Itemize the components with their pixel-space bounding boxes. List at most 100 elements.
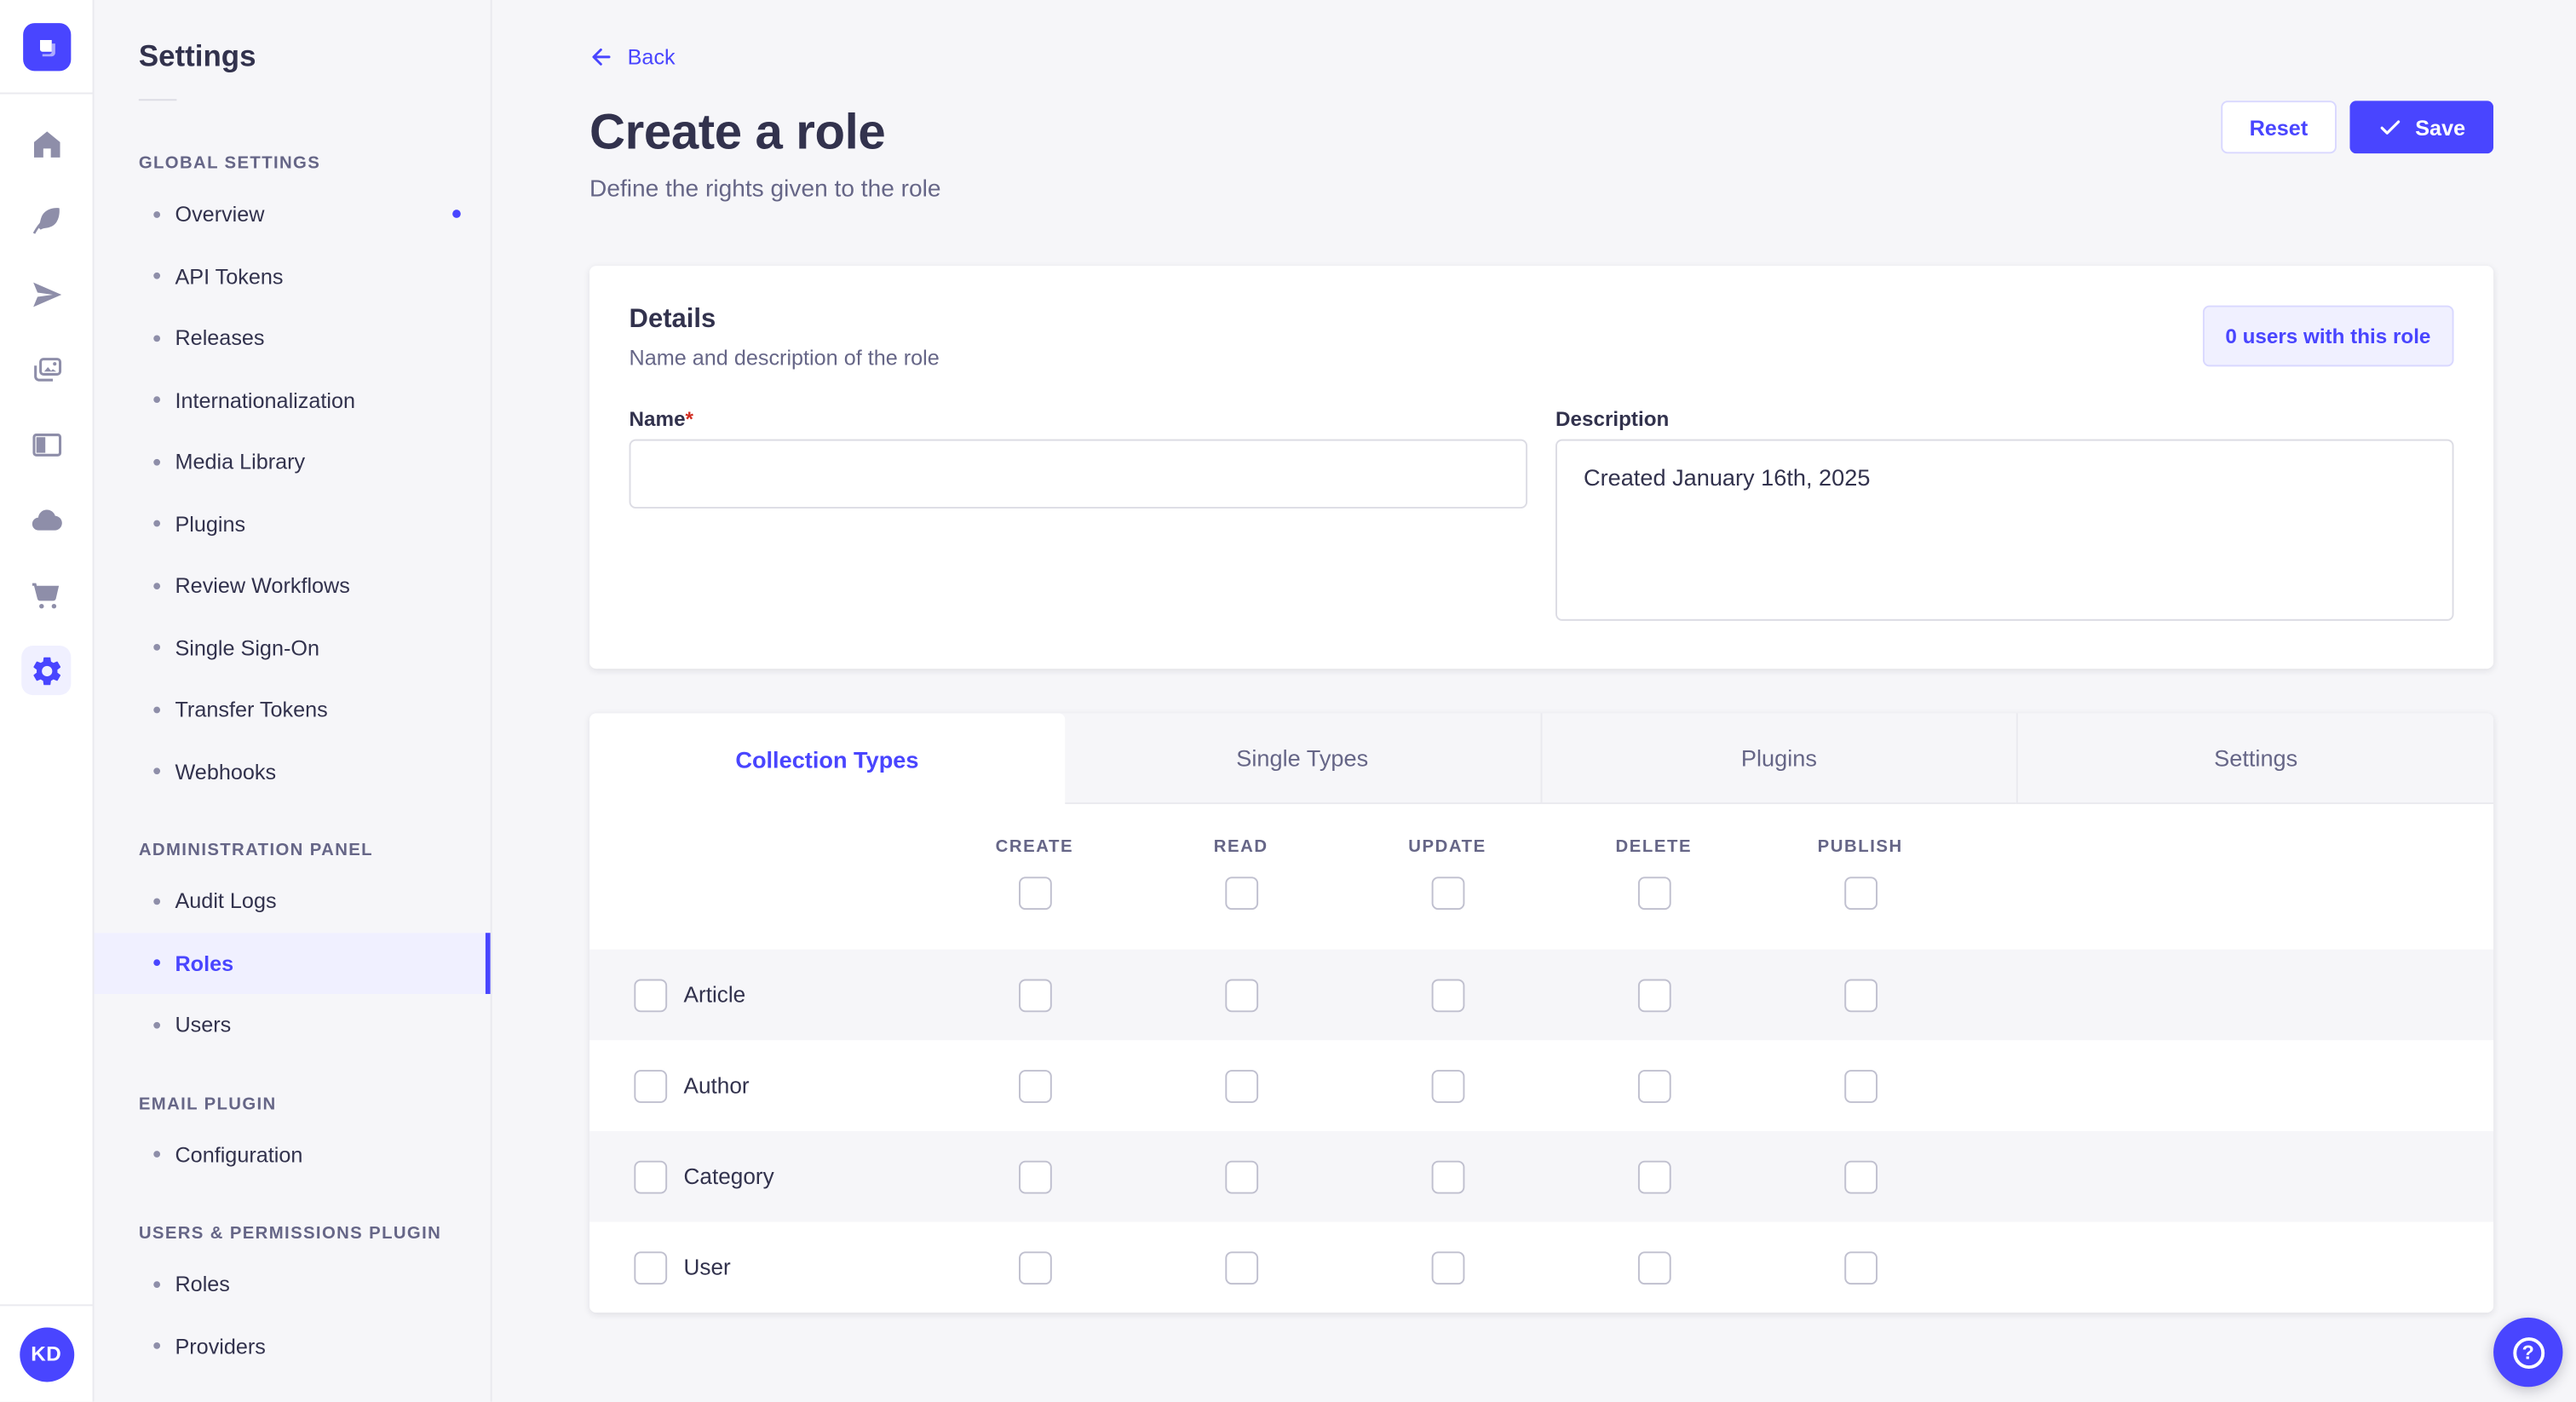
select-all-update-checkbox[interactable] <box>1430 876 1464 911</box>
sidebar-section-label: USERS & PERMISSIONS PLUGIN <box>138 1223 442 1244</box>
row-checkbox-category[interactable] <box>634 1159 668 1193</box>
sidebar-section-label: GLOBAL SETTINGS <box>138 153 321 174</box>
permissions-card: Collection Types Single Types Plugins Setti… <box>589 713 2494 1313</box>
permission-cell <box>931 1069 1137 1102</box>
user-avatar[interactable]: KD <box>19 1326 74 1382</box>
bullet-icon <box>153 767 161 775</box>
reset-button[interactable]: Reset <box>2221 101 2337 154</box>
author-create-checkbox[interactable] <box>1018 1069 1051 1102</box>
row-checkbox-author[interactable] <box>634 1069 668 1102</box>
permissions-table: CREATE READ UPDATE DELETE PUBLISH Article Aut… <box>589 804 2494 1313</box>
tab-collection-types[interactable]: Collection Types <box>589 713 1065 805</box>
author-update-checkbox[interactable] <box>1430 1069 1464 1102</box>
users-with-role-button[interactable]: 0 users with this role <box>2202 305 2454 367</box>
tab-plugins[interactable]: Plugins <box>1539 713 2017 805</box>
sidebar-item-audit-logs[interactable]: Audit Logs <box>94 871 490 933</box>
user-delete-checkbox[interactable] <box>1636 1250 1670 1284</box>
category-delete-checkbox[interactable] <box>1636 1159 1670 1193</box>
home-icon[interactable] <box>9 107 83 182</box>
user-create-checkbox[interactable] <box>1018 1250 1051 1284</box>
category-read-checkbox[interactable] <box>1224 1159 1258 1193</box>
sidebar-item-label: Single Sign-On <box>175 635 320 660</box>
sidebar-item-review-workflows[interactable]: Review Workflows <box>94 554 490 617</box>
sidebar-divider <box>138 99 177 101</box>
sidebar-item-api-tokens[interactable]: API Tokens <box>94 245 490 307</box>
author-read-checkbox[interactable] <box>1224 1069 1258 1102</box>
user-update-checkbox[interactable] <box>1430 1250 1464 1284</box>
sidebar-item-transfer-tokens[interactable]: Transfer Tokens <box>94 679 490 741</box>
select-all-delete-checkbox[interactable] <box>1636 876 1670 911</box>
sidebar-item-label: Webhooks <box>175 759 277 784</box>
gear-icon[interactable] <box>9 633 83 708</box>
sidebar-section-label: ADMINISTRATION PANEL <box>138 840 374 860</box>
select-all-create-checkbox[interactable] <box>1018 876 1051 911</box>
sidebar-item-roles[interactable]: Roles <box>94 932 491 994</box>
permission-cell <box>1757 1069 1964 1102</box>
sidebar-item-label: Internationalization <box>175 388 356 413</box>
article-delete-checkbox[interactable] <box>1636 978 1670 1012</box>
name-label: Name* <box>629 407 694 431</box>
settings-sidebar: Settings GLOBAL SETTINGS Overview API Toke… <box>94 0 492 1402</box>
article-read-checkbox[interactable] <box>1224 978 1258 1012</box>
article-publish-checkbox[interactable] <box>1843 978 1877 1012</box>
sidebar-item-overview[interactable]: Overview <box>94 183 490 245</box>
sidebar-item-label: Overview <box>175 201 265 227</box>
permission-cell <box>1550 978 1757 1012</box>
sidebar-item-label: Users <box>175 1012 232 1037</box>
required-mark: * <box>685 407 694 431</box>
select-all-read-checkbox[interactable] <box>1224 876 1258 911</box>
sidebar-item-users[interactable]: Users <box>94 994 490 1056</box>
description-textarea[interactable]: Created January 16th, 2025 <box>1555 439 2454 621</box>
rail-icon-nav <box>0 94 93 1304</box>
bullet-icon <box>153 898 161 905</box>
sidebar-item-label: Roles <box>175 951 234 976</box>
strapi-logo[interactable] <box>22 22 71 71</box>
sidebar-item-internationalization[interactable]: Internationalization <box>94 369 490 431</box>
images-icon[interactable] <box>9 333 83 408</box>
tab-single-types[interactable]: Single Types <box>1064 713 1540 805</box>
article-create-checkbox[interactable] <box>1018 978 1051 1012</box>
sidebar-item-configuration[interactable]: Configuration <box>94 1123 490 1186</box>
author-publish-checkbox[interactable] <box>1843 1069 1877 1102</box>
arrow-left-icon <box>592 48 611 66</box>
sidebar-item-webhooks[interactable]: Webhooks <box>94 740 490 802</box>
bullet-icon <box>153 520 161 527</box>
question-mark-icon: ? <box>2512 1336 2544 1369</box>
cart-icon[interactable] <box>9 558 83 633</box>
icon-rail: KD <box>0 0 95 1402</box>
author-delete-checkbox[interactable] <box>1636 1069 1670 1102</box>
sidebar-item-roles[interactable]: Roles <box>94 1253 490 1315</box>
row-label-cell: Article <box>589 978 931 1012</box>
user-publish-checkbox[interactable] <box>1843 1250 1877 1284</box>
user-read-checkbox[interactable] <box>1224 1250 1258 1284</box>
check-icon <box>2379 119 2400 134</box>
sidebar-item-plugins[interactable]: Plugins <box>94 493 490 555</box>
name-input[interactable] <box>629 439 1528 509</box>
paper-plane-icon[interactable] <box>9 257 83 332</box>
article-update-checkbox[interactable] <box>1430 978 1464 1012</box>
sidebar-item-providers[interactable]: Providers <box>94 1315 490 1377</box>
bullet-icon <box>153 959 161 967</box>
bullet-icon <box>153 706 161 713</box>
save-button[interactable]: Save <box>2349 101 2494 154</box>
back-link[interactable]: Back <box>589 44 676 69</box>
select-all-publish-checkbox[interactable] <box>1843 876 1877 911</box>
row-label-cell: User <box>589 1250 931 1284</box>
row-checkbox-user[interactable] <box>634 1250 668 1284</box>
row-label: Category <box>683 1164 774 1189</box>
layout-icon[interactable] <box>9 408 83 483</box>
sidebar-item-single-sign-on[interactable]: Single Sign-On <box>94 617 490 679</box>
row-checkbox-article[interactable] <box>634 978 668 1012</box>
sidebar-item-releases[interactable]: Releases <box>94 307 490 370</box>
cloud-icon[interactable] <box>9 483 83 558</box>
category-publish-checkbox[interactable] <box>1843 1159 1877 1193</box>
permission-cell <box>931 978 1137 1012</box>
sidebar-item-media-library[interactable]: Media Library <box>94 431 490 493</box>
feather-icon[interactable] <box>9 182 83 257</box>
help-button[interactable]: ? <box>2493 1317 2563 1388</box>
category-update-checkbox[interactable] <box>1430 1159 1464 1193</box>
tab-settings[interactable]: Settings <box>2016 713 2494 805</box>
category-create-checkbox[interactable] <box>1018 1159 1051 1193</box>
sidebar-title: Settings <box>138 39 256 73</box>
